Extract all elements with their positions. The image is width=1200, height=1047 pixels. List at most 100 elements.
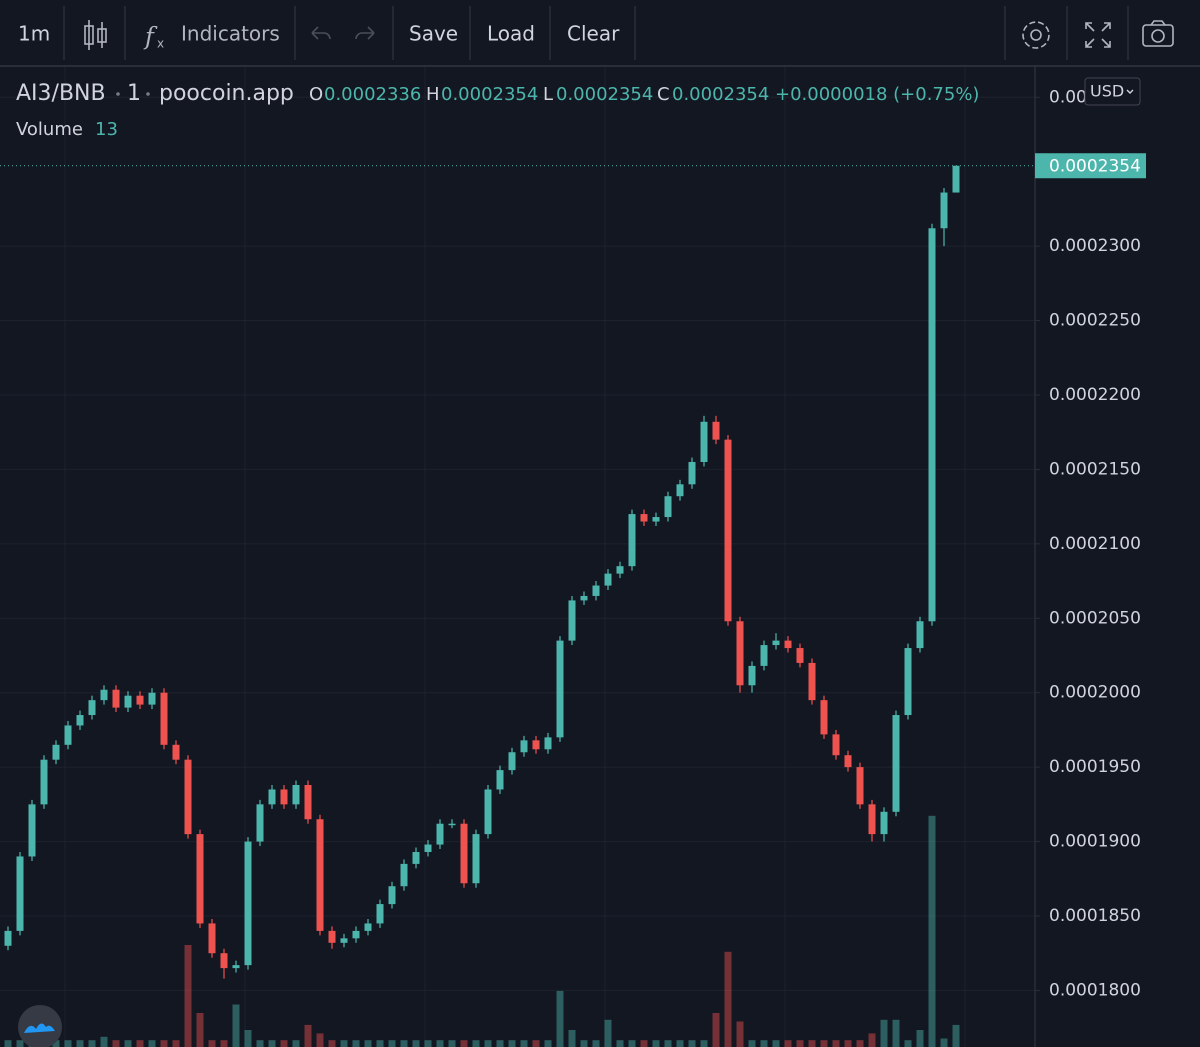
caret [1126, 89, 1134, 94]
candle-body [52, 744, 60, 760]
currency-button[interactable]: USD [1084, 77, 1141, 106]
candle-body [940, 192, 948, 229]
candle-body [76, 715, 84, 726]
undo-redo[interactable] [311, 26, 375, 40]
axis-bg [1035, 67, 1200, 1047]
volume-bar [460, 1040, 468, 1047]
volume-bar [388, 1040, 396, 1047]
y-tick-label: 0.0001850 [1049, 906, 1141, 926]
volume-bar [520, 1040, 528, 1047]
last-price-tag [1035, 153, 1146, 179]
candle-body [292, 785, 300, 805]
candle-body [436, 823, 444, 845]
candle-body [112, 689, 120, 708]
h-label: H [426, 84, 440, 105]
candle-body [544, 737, 552, 750]
candle-body [844, 755, 852, 768]
candle-body [496, 770, 504, 790]
candle-body [172, 744, 180, 760]
candle-body [892, 715, 900, 812]
volume-bar [364, 1040, 372, 1047]
volume-bar [940, 1038, 948, 1047]
candle-body [148, 692, 156, 705]
candle-body [460, 823, 468, 884]
volume-bar [700, 1040, 708, 1047]
volume-bar [400, 1040, 408, 1047]
y-tick-label: 0.0001800 [1049, 980, 1141, 1000]
screenshot-icon[interactable] [1142, 20, 1174, 47]
dot [116, 92, 120, 96]
candle-body [700, 421, 708, 462]
toolbar: 1m f x Indicators Save Load Clear [0, 0, 1200, 67]
volume-bar [676, 1040, 684, 1047]
candle-body [832, 734, 840, 756]
symbol: AI3/BNB [16, 81, 106, 106]
candle-body [916, 621, 924, 649]
candle-body [688, 461, 696, 485]
o-label: O [309, 84, 323, 105]
volume-bar [424, 1040, 432, 1047]
toolbar-bg [0, 0, 1200, 66]
volume-bar [820, 1040, 828, 1047]
volume-bar [256, 1040, 264, 1047]
l-label: L [543, 84, 553, 105]
volume-bar [832, 1040, 840, 1047]
fullscreen-icon[interactable] [1085, 22, 1111, 48]
candle-body [904, 648, 912, 716]
volume-bar [784, 1040, 792, 1047]
currency-box[interactable] [1084, 77, 1141, 106]
separators [63, 6, 1129, 60]
volume-bar [340, 1040, 348, 1047]
settings-icon[interactable] [1022, 21, 1050, 49]
y-tick-label: 0.0001950 [1049, 757, 1141, 777]
candle-body [88, 700, 96, 716]
volume-bar [304, 1024, 312, 1047]
candle-body [364, 923, 372, 931]
volume-bar [376, 1040, 384, 1047]
candle-body [64, 725, 72, 745]
y-tick-label: 0.0002200 [1049, 385, 1141, 405]
volume-bar [412, 1040, 420, 1047]
save-button[interactable]: Save [409, 22, 458, 46]
candle-body [472, 834, 480, 884]
volume-bar [772, 1040, 780, 1047]
candle-body [508, 752, 516, 771]
candle-body [208, 923, 216, 954]
volume-bar [196, 1013, 204, 1047]
candle-body [796, 648, 804, 663]
candle-body [4, 930, 12, 946]
volume-bar [316, 1033, 324, 1047]
load-button[interactable]: Load [487, 22, 535, 46]
volume-bar [124, 1040, 132, 1047]
last-price-label: 0.0002354 [1049, 157, 1141, 177]
volume-bar [760, 1040, 768, 1047]
c-value: 0.0002354 [672, 84, 769, 105]
volume-value: 13 [95, 119, 118, 140]
candle-body [568, 600, 576, 641]
candle-body [16, 856, 24, 931]
chart-type-icon[interactable] [84, 20, 107, 50]
indicators-button[interactable]: Indicators [181, 22, 280, 46]
volume-bar [136, 1040, 144, 1047]
currency[interactable]: USD [1090, 82, 1124, 101]
volume-bar [604, 1019, 612, 1047]
volume-bar [880, 1019, 888, 1047]
candle-body [328, 930, 336, 943]
clear-button[interactable]: Clear [567, 22, 620, 46]
source: poocoin.app [159, 81, 294, 106]
interval-button[interactable]: 1m [18, 22, 50, 46]
logo[interactable] [18, 1005, 62, 1047]
volume-bar [904, 1040, 912, 1047]
candle-body [232, 965, 240, 969]
candle-body [616, 566, 624, 574]
candle-body [928, 228, 936, 622]
change: +0.0000018 (+0.75%) [775, 84, 979, 105]
candle-body [304, 785, 312, 820]
candle-body [532, 740, 540, 750]
volume-bar [448, 1040, 456, 1047]
candle-body [520, 740, 528, 753]
candle-body [316, 819, 324, 931]
volume-bar [532, 1040, 540, 1047]
volume-bar [736, 1021, 744, 1047]
